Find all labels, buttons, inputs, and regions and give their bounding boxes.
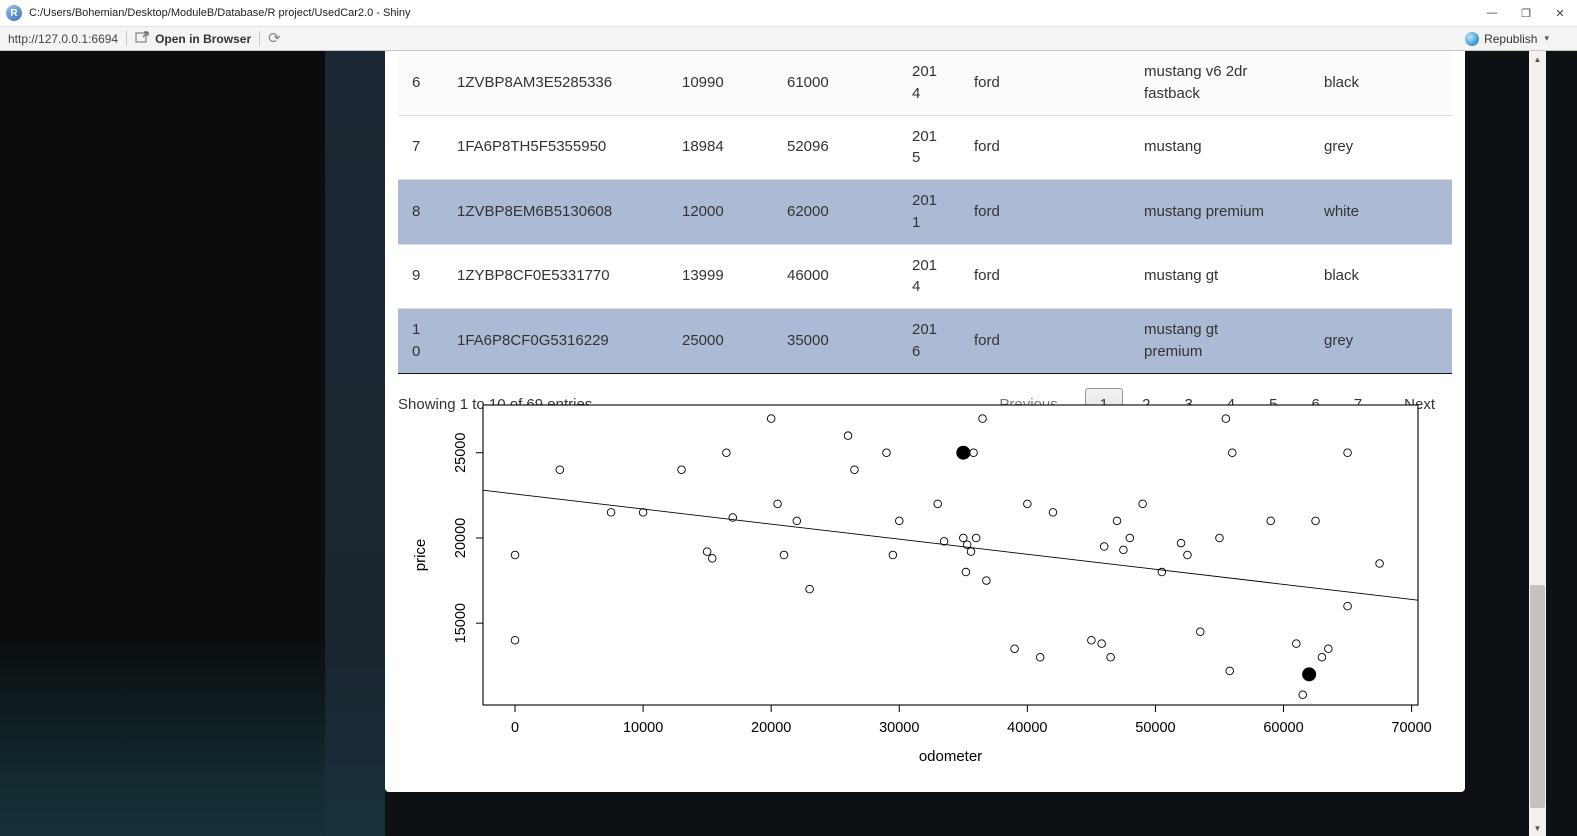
shiny-toolbar: http://127.0.0.1:6694 Open in Browser ⟳ … [0, 27, 1577, 51]
page-button-3[interactable]: 3 [1184, 395, 1193, 413]
cell-model: mustang premium [1130, 179, 1310, 244]
cell-odometer: 35000 [773, 308, 898, 373]
table-row[interactable]: 7 1FA6P8TH5F5355950 18984 52096 2015 for… [398, 114, 1452, 180]
cell-model: mustang [1130, 114, 1310, 180]
svg-text:price: price [412, 539, 429, 572]
close-button[interactable]: ✕ [1555, 7, 1565, 20]
republish-button[interactable]: Republish ▾ [1465, 31, 1577, 46]
svg-text:40000: 40000 [1007, 720, 1047, 736]
republish-label: Republish [1484, 31, 1538, 46]
cell-price: 13999 [668, 243, 773, 309]
svg-text:20000: 20000 [751, 720, 791, 736]
svg-text:25000: 25000 [453, 433, 469, 473]
vertical-scrollbar[interactable]: ▲ ▼ [1529, 51, 1546, 836]
page-button-7[interactable]: 7 [1353, 395, 1363, 413]
publish-icon [1465, 31, 1480, 46]
cell-vin: 1FA6P8CF0G5316229 [443, 308, 668, 373]
app-url: http://127.0.0.1:6694 [8, 31, 119, 46]
cell-year: 2014 [912, 63, 938, 102]
cell-vin: 1FA6P8TH5F5355950 [443, 114, 668, 180]
app-viewport: 6 1ZVBP8AM3E5285336 10990 61000 2014 for… [0, 51, 1577, 836]
cell-odometer: 52096 [773, 114, 898, 180]
svg-text:20000: 20000 [453, 518, 469, 558]
cell-odometer: 61000 [787, 73, 829, 91]
cell-year: 2016 [898, 308, 960, 373]
cell-model: mustang gt [1130, 243, 1310, 309]
cell-row-number: 6 [412, 73, 421, 91]
cell-model: mustang gt premium [1130, 308, 1310, 373]
page-button-6[interactable]: 6 [1311, 395, 1320, 413]
toolbar-divider [259, 31, 261, 46]
cell-price: 18984 [668, 114, 773, 180]
cell-color: black [1324, 73, 1360, 91]
cell-vin: 1ZVBP8AM3E5285336 [457, 73, 613, 91]
page-button-2[interactable]: 2 [1142, 395, 1151, 413]
open-in-browser-label: Open in Browser [155, 31, 252, 46]
cell-vin: 1ZYBP8CF0E5331770 [443, 243, 668, 309]
cell-make: ford [974, 73, 1000, 91]
cell-row-number: 8 [398, 179, 443, 244]
cell-make: ford [960, 308, 1130, 373]
cell-year: 2014 [898, 243, 960, 309]
r-logo-icon: R [6, 5, 22, 21]
scroll-down-icon[interactable]: ▼ [1533, 823, 1542, 833]
svg-text:odometer: odometer [919, 748, 982, 765]
table-row[interactable]: 9 1ZYBP8CF0E5331770 13999 46000 2014 for… [398, 243, 1452, 309]
cell-make: ford [960, 179, 1130, 244]
cell-price: 10990 [682, 73, 724, 91]
svg-text:70000: 70000 [1391, 720, 1431, 736]
chevron-down-icon: ▾ [1544, 33, 1549, 43]
table-row[interactable]: 6 1ZVBP8AM3E5285336 10990 61000 2014 for… [398, 51, 1452, 115]
content-panel: 6 1ZVBP8AM3E5285336 10990 61000 2014 for… [385, 51, 1465, 792]
cell-color: grey [1310, 308, 1452, 373]
cell-row-number: 7 [398, 114, 443, 180]
cell-year: 2015 [898, 114, 960, 180]
page-button-4[interactable]: 4 [1226, 395, 1236, 413]
cell-make: ford [960, 243, 1130, 309]
window-title: C:/Users/Bohemian/Desktop/ModuleB/Databa… [29, 7, 411, 19]
cell-color: white [1310, 179, 1452, 244]
cell-vin: 1ZVBP8EM6B5130608 [443, 179, 668, 244]
used-car-table: 6 1ZVBP8AM3E5285336 10990 61000 2014 for… [398, 51, 1452, 374]
cell-row-number: 9 [398, 243, 443, 309]
scroll-up-icon[interactable]: ▲ [1533, 54, 1542, 64]
cell-color: grey [1310, 114, 1452, 180]
svg-text:15000: 15000 [453, 603, 469, 643]
table-row-selected[interactable]: 8 1ZVBP8EM6B5130608 12000 62000 2011 for… [398, 179, 1452, 244]
cell-make: ford [960, 114, 1130, 180]
svg-text:10000: 10000 [623, 720, 663, 736]
scrollbar-thumb[interactable] [1530, 585, 1545, 808]
open-in-browser-button[interactable]: Open in Browser [135, 31, 251, 46]
window-titlebar: R C:/Users/Bohemian/Desktop/ModuleB/Data… [0, 0, 1577, 27]
cell-price: 25000 [668, 308, 773, 373]
refresh-button[interactable]: ⟳ [268, 30, 281, 47]
cell-odometer: 46000 [773, 243, 898, 309]
scatter-plot[interactable]: 0 10000 20000 30000 40000 50000 60000 70000 1500… [398, 395, 1445, 775]
dark-background-left [0, 51, 325, 836]
svg-text:60000: 60000 [1263, 720, 1303, 736]
page-button-5[interactable]: 5 [1269, 395, 1278, 413]
minimize-button[interactable]: — [1486, 7, 1498, 19]
restore-button[interactable]: ❐ [1521, 7, 1531, 20]
cell-row-number: 10 [398, 308, 443, 373]
cell-model: mustang v6 2dr fastback [1144, 63, 1248, 102]
cell-color: black [1310, 243, 1452, 309]
svg-text:50000: 50000 [1135, 720, 1175, 736]
svg-text:0: 0 [511, 720, 519, 736]
cell-price: 12000 [668, 179, 773, 244]
table-row-selected[interactable]: 10 1FA6P8CF0G5316229 25000 35000 2016 fo… [398, 308, 1452, 373]
cell-odometer: 62000 [773, 179, 898, 244]
dark-background-strip [325, 51, 385, 836]
browser-window-icon [135, 31, 150, 46]
cell-year: 2011 [898, 179, 960, 244]
svg-text:30000: 30000 [879, 720, 919, 736]
toolbar-divider [126, 31, 128, 46]
